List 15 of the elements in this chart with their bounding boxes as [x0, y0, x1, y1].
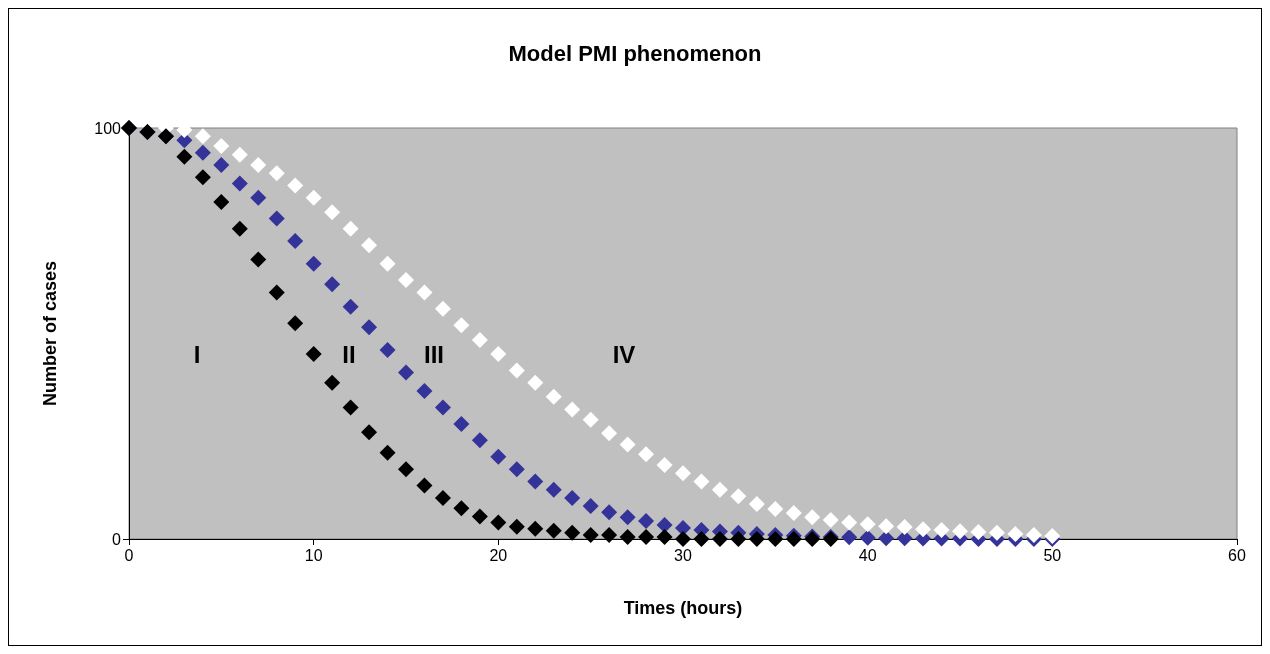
- y-axis-title: Number of cases: [40, 260, 60, 407]
- chart-title: Model PMI phenomenon: [508, 40, 762, 66]
- y-tick-label: 100: [94, 119, 122, 137]
- annotation: III: [423, 340, 445, 368]
- x-tick-label: 0: [124, 546, 134, 564]
- annotation: IV: [612, 340, 636, 368]
- x-tick-label: 10: [304, 546, 323, 564]
- x-axis-title: Times (hours): [623, 598, 743, 618]
- x-tick-label: 20: [489, 546, 508, 564]
- annotation: II: [342, 340, 356, 368]
- annotation: I: [193, 340, 201, 368]
- x-tick-label: 30: [674, 546, 692, 564]
- x-tick-label: 60: [1228, 546, 1246, 564]
- x-tick-label: 40: [858, 546, 877, 564]
- x-tick-label: 50: [1043, 546, 1062, 564]
